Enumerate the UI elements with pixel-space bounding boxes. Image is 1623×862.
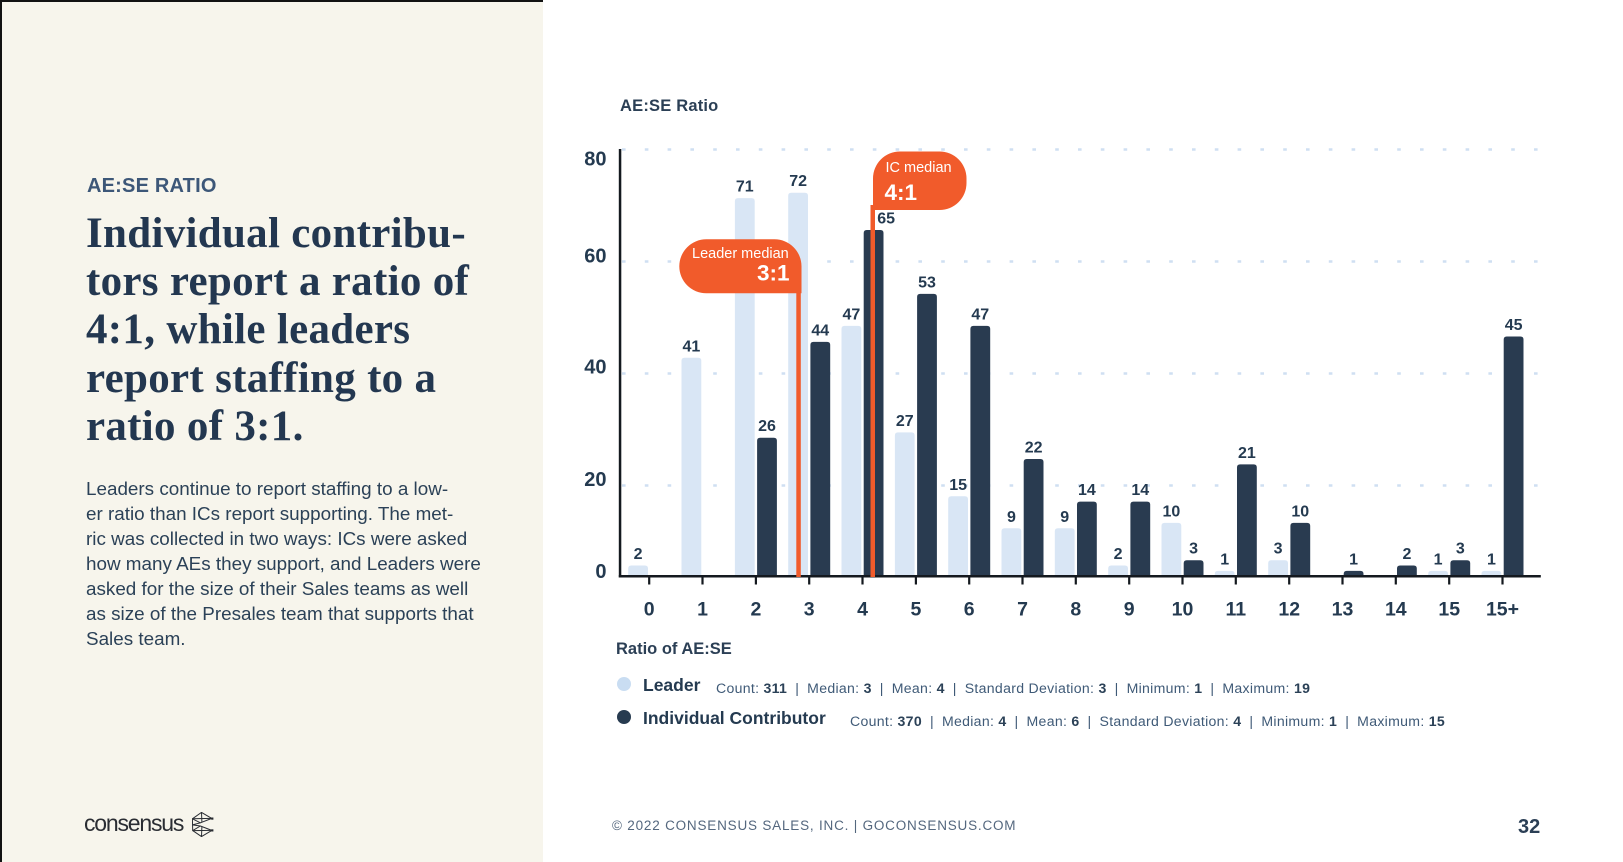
svg-text:3: 3 [804,599,815,621]
svg-text:40: 40 [584,356,606,378]
svg-text:41: 41 [683,338,701,355]
svg-text:2: 2 [1114,546,1123,563]
svg-text:12: 12 [1278,599,1300,621]
svg-text:Leader median: Leader median [692,246,789,262]
svg-text:71: 71 [736,179,754,196]
svg-text:1: 1 [1487,551,1496,568]
svg-text:3: 3 [1189,541,1198,558]
svg-text:8: 8 [1070,599,1081,621]
svg-text:20: 20 [584,469,606,491]
svg-text:22: 22 [1025,440,1043,457]
svg-text:6: 6 [964,599,975,621]
svg-text:21: 21 [1238,445,1256,462]
svg-text:3:1: 3:1 [757,261,790,286]
svg-text:53: 53 [918,274,936,291]
svg-text:9: 9 [1007,509,1016,526]
svg-text:60: 60 [584,245,606,267]
svg-text:7: 7 [1017,599,1028,621]
svg-text:4: 4 [857,599,868,621]
svg-text:72: 72 [789,173,807,190]
svg-text:13: 13 [1332,599,1354,621]
svg-text:2: 2 [1402,546,1411,563]
svg-text:1: 1 [1220,551,1229,568]
svg-text:0: 0 [644,599,655,621]
svg-text:3: 3 [1274,541,1283,558]
svg-text:80: 80 [584,148,606,170]
svg-text:26: 26 [758,418,776,435]
svg-text:10: 10 [1163,503,1181,520]
svg-text:65: 65 [877,211,895,228]
svg-text:5: 5 [910,599,921,621]
svg-text:11: 11 [1225,599,1246,621]
svg-text:2: 2 [750,599,761,621]
svg-text:44: 44 [811,322,829,339]
svg-text:1: 1 [1349,551,1358,568]
svg-text:15: 15 [949,477,967,494]
svg-text:1: 1 [697,599,708,621]
svg-text:9: 9 [1060,509,1069,526]
svg-text:27: 27 [896,413,914,430]
svg-text:3: 3 [1456,541,1465,558]
svg-text:47: 47 [971,306,989,323]
svg-text:14: 14 [1385,599,1407,621]
svg-text:14: 14 [1131,482,1149,499]
svg-text:2: 2 [634,546,643,563]
svg-text:47: 47 [843,306,861,323]
svg-text:45: 45 [1505,317,1523,334]
svg-text:15: 15 [1438,599,1460,621]
svg-text:1: 1 [1434,551,1443,568]
svg-text:IC median: IC median [886,160,952,176]
svg-text:15+: 15+ [1486,599,1519,621]
svg-text:9: 9 [1124,599,1135,621]
svg-text:14: 14 [1078,482,1096,499]
svg-text:4:1: 4:1 [885,180,918,205]
svg-text:0: 0 [595,561,606,583]
svg-text:10: 10 [1172,599,1194,621]
svg-text:10: 10 [1291,503,1309,520]
